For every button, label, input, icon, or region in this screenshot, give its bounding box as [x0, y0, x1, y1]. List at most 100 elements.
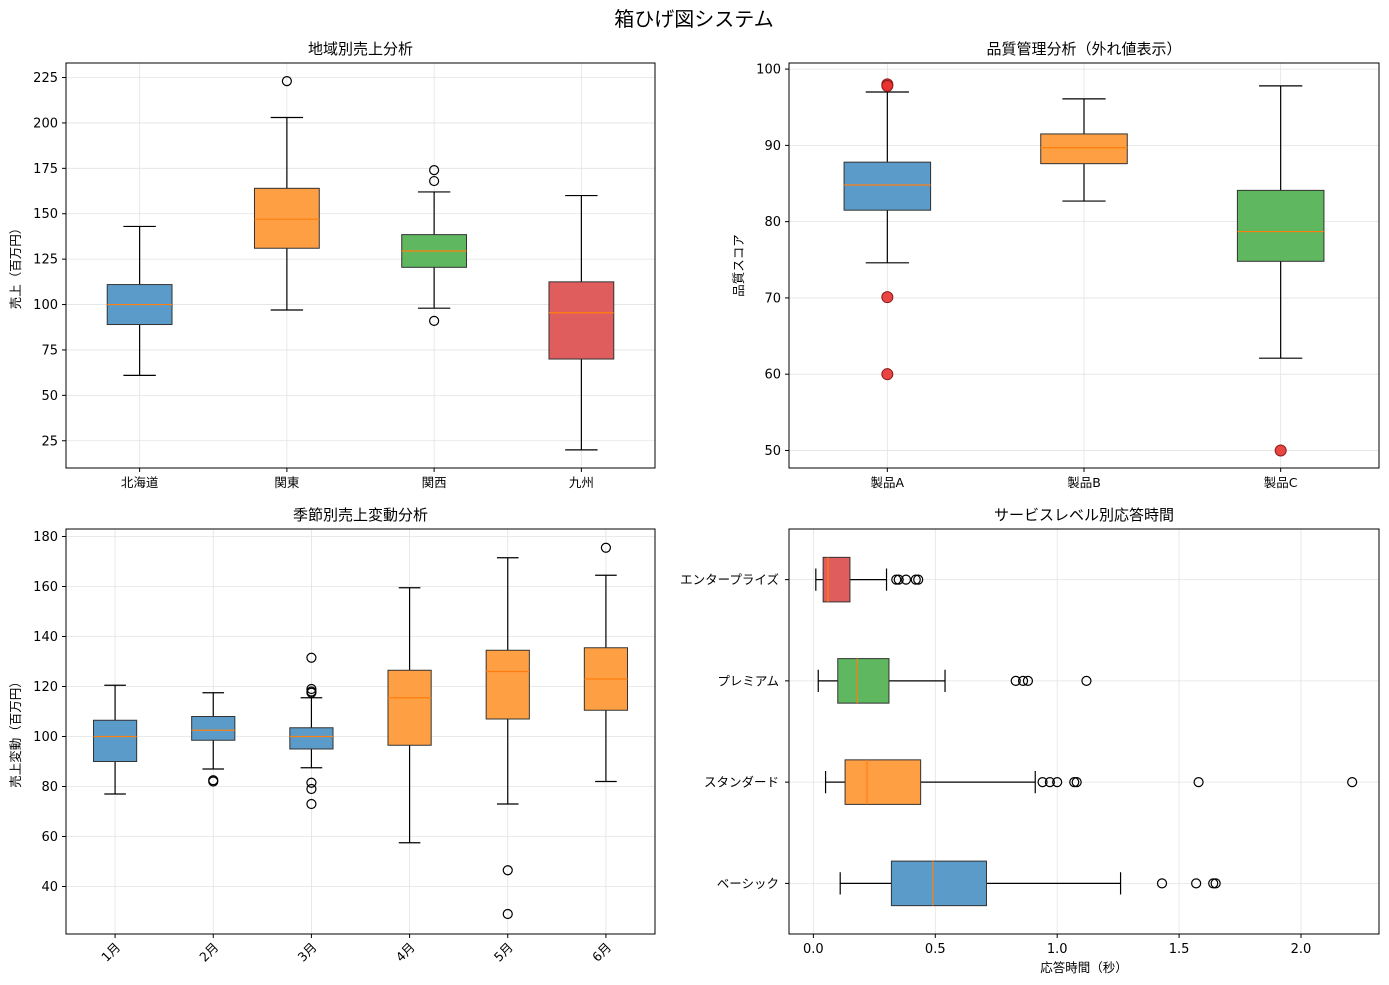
outlier-point [306, 652, 317, 663]
box-1 [92, 684, 138, 795]
y-tick-label: 50 [764, 444, 781, 459]
y-axis-label: 売上（百万円） [8, 222, 23, 310]
outlier-point [1017, 675, 1029, 686]
y-tick-label: 75 [41, 343, 58, 358]
box-iqr [843, 161, 932, 211]
y-tick-label: 80 [41, 780, 58, 795]
outlier-point [1069, 777, 1080, 788]
y-tick-label: 90 [764, 139, 781, 154]
box-1 [839, 860, 1221, 907]
y-tick-label: 50 [41, 389, 58, 404]
box-2 [824, 759, 1358, 805]
y-axis-label: 品質スコア [731, 234, 746, 297]
box-iqr [837, 658, 890, 704]
outlier-point [1044, 777, 1055, 788]
x-axis-label: 応答時間（秒） [1040, 960, 1128, 975]
axes-frame [788, 528, 1380, 935]
category-label: 関西 [422, 475, 447, 490]
chart-panel-1: 25 50 75 100 125 150 175 200 225 北海道 関東 関西 九州 地域別売上分析… [8, 40, 656, 490]
category-label: 6月 [589, 940, 614, 965]
outlier-point [893, 574, 904, 585]
category-label: 製品C [1264, 475, 1298, 490]
outlier-point [913, 574, 924, 585]
outlier-point [502, 908, 513, 920]
category-label: 5月 [491, 940, 516, 965]
y-tick-label: 40 [41, 880, 58, 895]
y-tick-label: 100 [33, 298, 58, 313]
box-iqr [1236, 189, 1325, 262]
box-4 [387, 587, 432, 844]
y-tick-label: 80 [764, 215, 781, 230]
category-label: 関東 [274, 475, 300, 490]
outlier-point [1210, 878, 1221, 889]
category-label: プレミアム [717, 673, 779, 688]
category-label: 北海道 [121, 475, 159, 490]
box-iqr [548, 281, 615, 360]
outlier-point [306, 687, 317, 698]
outlier-point [1037, 777, 1048, 788]
box-4 [548, 194, 615, 451]
box-iqr [1040, 133, 1128, 165]
box-3 [1236, 85, 1325, 457]
chart-panel-3: 40 60 80 100 120 140 160 180 1月 2月 3月 4月 5月 6月 季節別売上変動… [8, 506, 656, 965]
outlier-point [306, 783, 317, 795]
outlier-point [1208, 878, 1219, 889]
y-tick-label: 25 [41, 434, 58, 449]
box-iqr [890, 860, 987, 907]
box-iqr [191, 716, 236, 741]
box-3 [289, 652, 334, 810]
outlier-point [306, 777, 317, 788]
outlier-point [1191, 878, 1202, 889]
outlier-point [1081, 675, 1092, 686]
y-tick-label: 100 [756, 63, 781, 78]
y-tick-label: 60 [764, 368, 781, 383]
outlier-point [1022, 675, 1034, 686]
outlier-point [281, 76, 292, 87]
outlier-point [881, 79, 894, 92]
box-1 [106, 225, 173, 376]
category-label: スタンダード [704, 775, 779, 790]
figure-title: 箱ひげ図システム [614, 7, 773, 31]
axes-frame [65, 62, 656, 469]
x-tick-label: 0.5 [925, 942, 946, 957]
category-label: 1月 [98, 940, 123, 965]
outlier-point [1347, 777, 1358, 788]
outlier-point [1274, 444, 1287, 457]
category-label: 製品B [1067, 475, 1101, 490]
outlier-point [429, 315, 440, 326]
outlier-point [1071, 777, 1082, 788]
x-tick-label: 1.5 [1169, 942, 1190, 957]
category-label: ベーシック [717, 876, 779, 891]
chart-title: 季節別売上変動分析 [293, 506, 428, 524]
chart-panel-4: 0.0 0.5 1.0 1.5 2.0 ベーシック スタンダード プレミアム エンタープライズ サ… [680, 506, 1380, 975]
box-iqr [485, 649, 530, 720]
outlier-point [502, 865, 513, 876]
box-iqr [822, 556, 851, 603]
y-tick-label: 60 [41, 830, 58, 845]
box-3 [817, 658, 1092, 704]
y-tick-label: 125 [33, 253, 58, 268]
y-axis-label: 売上変動（百万円） [8, 675, 23, 788]
category-label: 4月 [393, 940, 418, 965]
x-tick-label: 2.0 [1291, 942, 1312, 957]
category-label: 2月 [196, 940, 221, 965]
outlier-point [429, 175, 440, 187]
outlier-point [600, 542, 612, 553]
outlier-point [881, 291, 894, 304]
box-6 [583, 542, 629, 783]
outlier-point [306, 798, 317, 810]
outlier-point [891, 574, 902, 585]
y-tick-label: 150 [33, 207, 58, 222]
x-tick-label: 1.0 [1047, 942, 1068, 957]
outlier-point [1052, 777, 1063, 788]
box-iqr [92, 719, 138, 762]
y-tick-label: 120 [33, 680, 58, 695]
outlier-point [900, 574, 912, 585]
outlier-point [1156, 878, 1168, 889]
category-label: エンタープライズ [680, 572, 779, 587]
chart-title: サービスレベル別応答時間 [994, 506, 1174, 524]
category-label: 製品A [871, 475, 905, 490]
box-iqr [387, 669, 432, 746]
